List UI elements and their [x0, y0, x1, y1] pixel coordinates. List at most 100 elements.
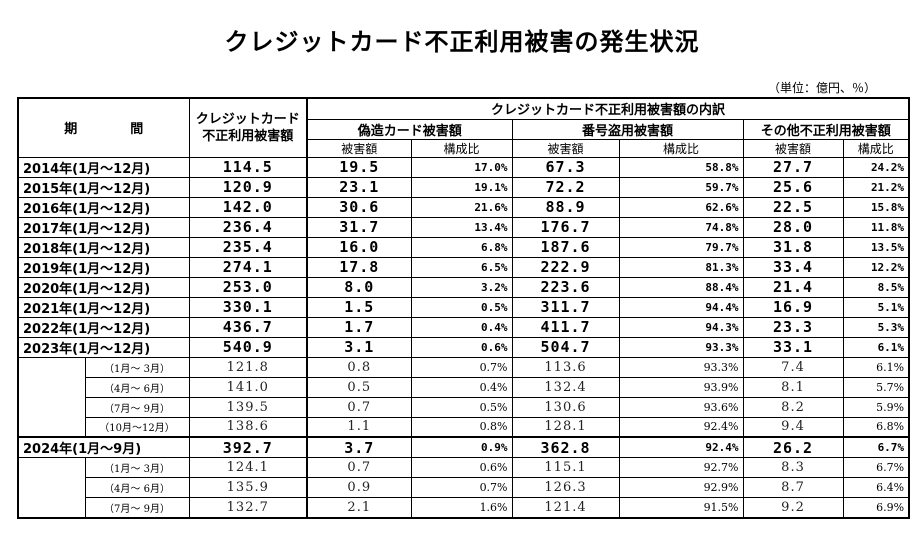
- theft-ratio-cell: 93.3%: [618, 336, 744, 358]
- theft-ratio-cell: 88.4%: [618, 276, 744, 298]
- other-ratio-cell: 21.2%: [842, 176, 910, 198]
- quarter-period-cell: （7月～ 9月）: [84, 497, 190, 518]
- period-cell: 2016年(1月～12月): [17, 196, 190, 218]
- table-row-quarter: （4月～ 6月） 135.9 0.9 0.7% 126.3 92.9% 8.7 6.4%: [17, 477, 910, 498]
- period-cell: 2014年(1月～12月): [17, 156, 190, 178]
- other-damage-cell: 28.0: [742, 216, 844, 238]
- forged-damage-cell: 3.7: [306, 436, 412, 458]
- total-cell: 114.5: [188, 156, 308, 178]
- table-row-year: 2020年(1月～12月) 253.0 8.0 3.2% 223.6 88.4% 21.4 8…: [17, 276, 910, 298]
- other-damage-cell: 21.4: [742, 276, 844, 298]
- table-row-year: 2018年(1月～12月) 235.4 16.0 6.8% 187.6 79.7% 31.8…: [17, 236, 910, 258]
- forged-ratio-cell: 0.6%: [410, 336, 513, 358]
- table-row-year: 2021年(1月～12月) 330.1 1.5 0.5% 311.7 94.4% 16.9 5…: [17, 296, 910, 318]
- forged-damage-cell: 17.8: [306, 256, 412, 278]
- indent-cell: [17, 397, 86, 417]
- other-ratio-cell: 6.4%: [842, 477, 910, 498]
- theft-ratio-cell: 94.3%: [618, 316, 744, 338]
- total-cell: 121.8: [188, 356, 308, 378]
- theft-damage-cell: 176.7: [511, 216, 620, 238]
- forged-ratio-cell: 0.7%: [410, 477, 513, 498]
- other-ratio-cell: 11.8%: [842, 216, 910, 238]
- theft-ratio-cell: 92.9%: [618, 477, 744, 498]
- table-row-quarter: （1月～ 3月） 124.1 0.7 0.6% 115.1 92.7% 8.3 6.7%: [17, 457, 910, 478]
- forged-ratio-cell: 0.5%: [410, 296, 513, 318]
- indent-cell: [17, 377, 86, 397]
- table-body: 2014年(1月～12月) 114.5 19.5 17.0% 67.3 58.8% 27.7…: [17, 156, 910, 518]
- total-cell: 235.4: [188, 236, 308, 258]
- forged-damage-cell: 2.1: [306, 497, 412, 518]
- total-cell: 436.7: [188, 316, 308, 338]
- theft-damage-cell: 67.3: [511, 156, 620, 178]
- forged-damage-cell: 19.5: [306, 156, 412, 178]
- total-cell: 135.9: [188, 477, 308, 498]
- theft-ratio-cell: 62.6%: [618, 196, 744, 218]
- forged-ratio-subheader: 構成比: [410, 138, 513, 158]
- forged-damage-subheader: 被害額: [306, 138, 412, 158]
- table-row-year: 2014年(1月～12月) 114.5 19.5 17.0% 67.3 58.8% 27.7…: [17, 156, 910, 178]
- forged-damage-cell: 1.7: [306, 316, 412, 338]
- period-cell: 2023年(1月～12月): [17, 336, 190, 358]
- forged-damage-cell: 1.1: [306, 416, 412, 438]
- table-row-year: 2024年(1月～9月) 392.7 3.7 0.9% 362.8 92.4% 26.2 6.…: [17, 436, 910, 458]
- other-damage-cell: 8.7: [742, 477, 844, 498]
- quarter-period-cell: （4月～ 6月）: [84, 376, 190, 398]
- theft-damage-cell: 72.2: [511, 176, 620, 198]
- theft-ratio-cell: 93.9%: [618, 376, 744, 398]
- other-ratio-cell: 6.7%: [842, 436, 910, 458]
- forged-damage-cell: 31.7: [306, 216, 412, 238]
- forged-damage-cell: 1.5: [306, 296, 412, 318]
- total-header: クレジットカード不正利用被害額: [188, 97, 308, 158]
- total-cell: 274.1: [188, 256, 308, 278]
- total-cell: 253.0: [188, 276, 308, 298]
- forged-damage-cell: 8.0: [306, 276, 412, 298]
- other-damage-cell: 33.4: [742, 256, 844, 278]
- theft-ratio-cell: 81.3%: [618, 256, 744, 278]
- total-cell: 124.1: [188, 457, 308, 478]
- other-damage-cell: 9.4: [742, 416, 844, 438]
- theft-damage-cell: 504.7: [511, 336, 620, 358]
- forged-ratio-cell: 0.5%: [410, 396, 513, 418]
- table-row-quarter: （7月～ 9月） 139.5 0.7 0.5% 130.6 93.6% 8.2 5.9%: [17, 396, 910, 418]
- table-row-quarter: （4月～ 6月） 141.0 0.5 0.4% 132.4 93.9% 8.1 5.7%: [17, 376, 910, 398]
- period-cell: 2019年(1月～12月): [17, 256, 190, 278]
- theft-damage-cell: 311.7: [511, 296, 620, 318]
- other-ratio-cell: 6.8%: [842, 416, 910, 438]
- theft-ratio-cell: 94.4%: [618, 296, 744, 318]
- forged-ratio-cell: 0.7%: [410, 356, 513, 378]
- other-damage-cell: 8.3: [742, 457, 844, 478]
- other-damage-cell: 26.2: [742, 436, 844, 458]
- forged-damage-cell: 0.7: [306, 457, 412, 478]
- quarter-period-cell: （7月～ 9月）: [84, 396, 190, 418]
- quarter-period-cell: （1月～ 3月）: [84, 356, 190, 378]
- forged-damage-cell: 23.1: [306, 176, 412, 198]
- table-row-year: 2019年(1月～12月) 274.1 17.8 6.5% 222.9 81.3% 33.4…: [17, 256, 910, 278]
- other-damage-cell: 33.1: [742, 336, 844, 358]
- other-ratio-cell: 8.5%: [842, 276, 910, 298]
- period-cell: 2022年(1月～12月): [17, 316, 190, 338]
- forged-ratio-cell: 3.2%: [410, 276, 513, 298]
- forged-damage-cell: 0.8: [306, 356, 412, 378]
- period-cell: 2021年(1月～12月): [17, 296, 190, 318]
- theft-ratio-cell: 59.7%: [618, 176, 744, 198]
- forged-ratio-cell: 19.1%: [410, 176, 513, 198]
- other-ratio-cell: 6.1%: [842, 336, 910, 358]
- theft-ratio-cell: 92.4%: [618, 416, 744, 438]
- other-ratio-cell: 24.2%: [842, 156, 910, 178]
- other-ratio-cell: 6.9%: [842, 497, 910, 518]
- table-row-year: 2016年(1月～12月) 142.0 30.6 21.6% 88.9 62.6% 22.5…: [17, 196, 910, 218]
- other-damage-cell: 8.2: [742, 396, 844, 418]
- other-header: その他不正利用被害額: [742, 118, 910, 140]
- other-ratio-cell: 5.9%: [842, 396, 910, 418]
- period-cell: 2024年(1月～9月): [17, 436, 190, 458]
- forged-damage-cell: 3.1: [306, 336, 412, 358]
- other-ratio-cell: 5.3%: [842, 316, 910, 338]
- other-damage-cell: 23.3: [742, 316, 844, 338]
- quarter-period-cell: （4月～ 6月）: [84, 477, 190, 498]
- indent-cell: [17, 477, 86, 498]
- quarter-period-cell: （10月～12月）: [84, 416, 190, 438]
- indent-cell: [17, 417, 86, 437]
- theft-damage-cell: 362.8: [511, 436, 620, 458]
- total-cell: 120.9: [188, 176, 308, 198]
- forged-ratio-cell: 0.9%: [410, 436, 513, 458]
